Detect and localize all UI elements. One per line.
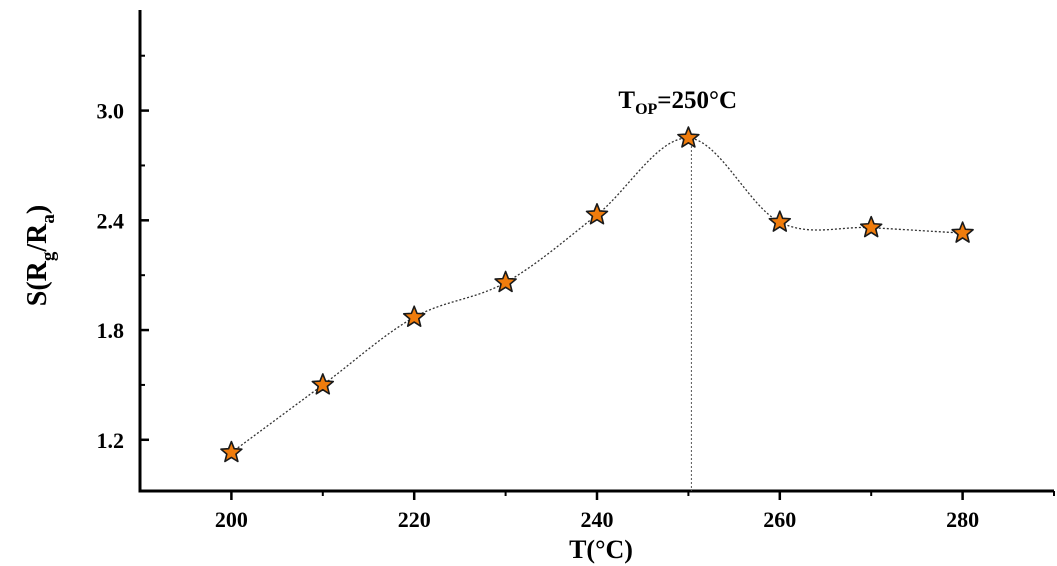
x-axis-title: T(°C)	[569, 535, 633, 564]
fit-curve-line	[231, 138, 962, 453]
x-tick-label: 240	[581, 507, 614, 532]
x-tick-label: 280	[946, 507, 979, 532]
data-markers	[221, 127, 973, 461]
x-tick-label: 200	[215, 507, 248, 532]
y-tick-label: 1.2	[97, 428, 125, 453]
data-point-star	[952, 222, 973, 242]
data-point-star	[404, 306, 425, 326]
data-point-star	[678, 127, 699, 147]
x-tick-label: 260	[763, 507, 796, 532]
y-axis-title: S(Rg/Ra)	[22, 205, 59, 306]
data-point-star	[769, 211, 790, 231]
annotation-label: TOP=250°C	[618, 87, 737, 118]
smooth-curve	[231, 138, 962, 453]
y-tick-label: 3.0	[97, 99, 125, 124]
y-tick-label: 1.8	[97, 318, 125, 343]
y-tick-label: 2.4	[97, 208, 125, 233]
axes	[139, 10, 1055, 500]
data-point-star	[221, 442, 242, 462]
x-tick-label: 220	[398, 507, 431, 532]
data-point-star	[861, 217, 882, 237]
data-point-star	[495, 272, 516, 292]
